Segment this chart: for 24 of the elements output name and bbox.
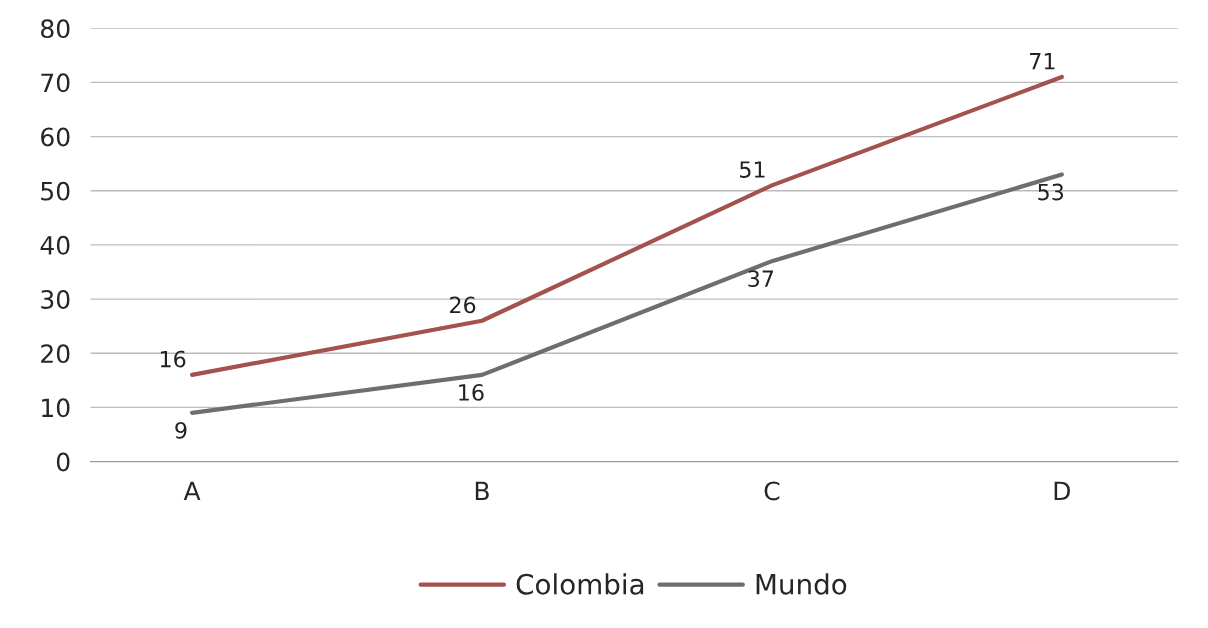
- data-label: 37: [748, 270, 774, 288]
- y-tick-label: 20: [41, 344, 70, 364]
- data-label: 16: [160, 350, 186, 368]
- x-tick-label: A: [183, 481, 201, 501]
- y-tick-label: 30: [41, 290, 70, 309]
- data-label: 9: [175, 421, 187, 439]
- y-tick-label: 0: [56, 452, 70, 472]
- data-label: 51: [740, 161, 765, 178]
- data-label: 71: [1030, 53, 1055, 70]
- y-tick-label: 80: [41, 19, 70, 39]
- x-tick-label: C: [764, 481, 780, 501]
- data-label: 53: [1038, 183, 1064, 201]
- y-tick-label: 50: [41, 181, 70, 201]
- y-tick-label: 10: [42, 398, 70, 418]
- data-label: 26: [450, 296, 476, 314]
- x-tick-label: B: [475, 481, 489, 501]
- y-tick-label: 70: [41, 73, 70, 93]
- data-label: 16: [459, 384, 484, 401]
- line-series: [189, 74, 1064, 378]
- y-tick-label: 40: [40, 235, 70, 255]
- x-tick-label: D: [1054, 481, 1070, 501]
- y-tick-label: 60: [41, 127, 70, 147]
- legend-label: Mundo: [756, 573, 847, 595]
- legend-label: Colombia: [516, 573, 644, 595]
